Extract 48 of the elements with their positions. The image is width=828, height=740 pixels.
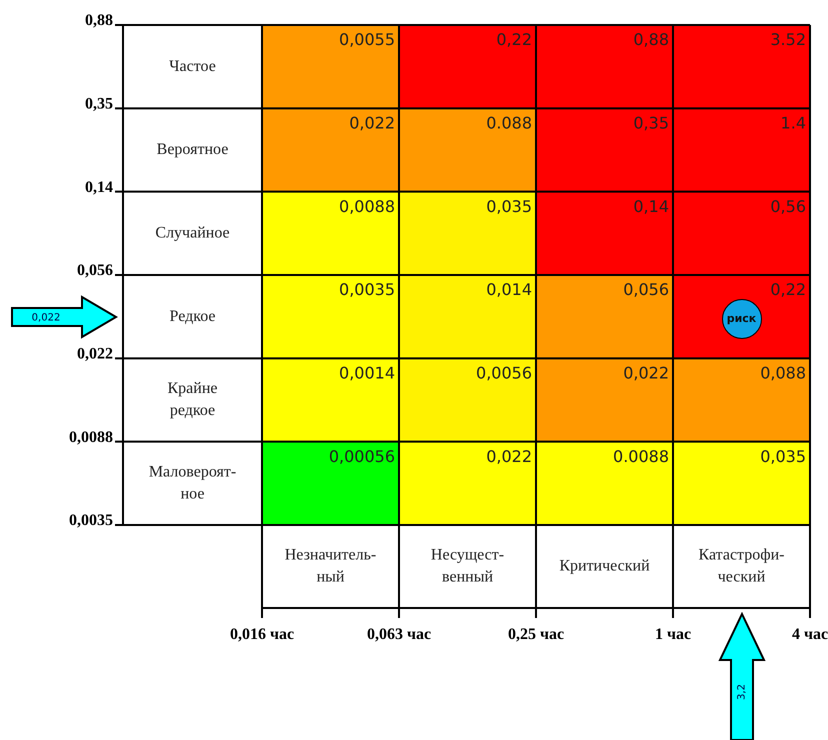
data-label: 0.088 xyxy=(486,113,532,132)
data-label: 0,022 xyxy=(349,113,395,132)
text: 0,35 xyxy=(85,95,113,112)
y-tick-label: Редкое xyxy=(170,308,216,325)
data-label: 0,22 xyxy=(770,280,806,300)
text: 1 час xyxy=(654,626,692,644)
data-label: 0,88 xyxy=(633,30,669,50)
text: 0,022 xyxy=(77,345,113,362)
arrow-icon: 0,022 xyxy=(10,294,120,339)
y-tick-label: Частое xyxy=(169,58,216,75)
data-label: 0,0014 xyxy=(339,363,395,382)
data-label: 0,056 xyxy=(623,280,669,300)
y-tick-label: Крайне редкое xyxy=(168,380,218,420)
data-label: 0,022 xyxy=(623,363,669,382)
data-label: 0,022 xyxy=(486,446,532,466)
data-label: 0,0056 xyxy=(476,363,532,382)
data-label: 0,22 xyxy=(496,30,532,50)
data-label: 0,14 xyxy=(633,196,669,216)
x-tick-label: Незначитель- ный xyxy=(284,546,376,586)
text: 0,14 xyxy=(85,178,113,196)
y-tick-label: Вероятное xyxy=(156,141,228,158)
x-tick-label: Несущест- венный xyxy=(430,546,504,586)
data-label: 1.4 xyxy=(780,113,806,132)
x-tick-label: Катастрофи- ческий xyxy=(698,546,784,586)
x-tick-label: Критический xyxy=(559,558,650,575)
data-label: 0,035 xyxy=(760,446,806,466)
data-label: 0,56 xyxy=(770,196,806,216)
y-tick-label: Маловероят- ное xyxy=(148,464,236,503)
text: 0,016 час xyxy=(230,626,294,644)
y-tick-label: Случайное xyxy=(155,224,230,242)
text: 0,25 час xyxy=(508,626,564,644)
data-label: 0,014 xyxy=(486,280,532,300)
data-label: 0,35 xyxy=(633,113,669,132)
arrow-icon: 3,2 xyxy=(716,612,766,740)
data-label: 0.0088 xyxy=(613,446,669,466)
data-label: 0,0035 xyxy=(339,280,395,300)
text: 0,0035 xyxy=(69,512,113,530)
data-label: 0,0088 xyxy=(339,196,395,216)
data-label: 3.52 xyxy=(770,30,806,50)
text: 4 час xyxy=(792,626,828,644)
text: 0,063 час xyxy=(366,626,432,644)
text: 0,0088 xyxy=(69,428,113,446)
data-label: 0,0055 xyxy=(339,30,395,50)
text: 0,88 xyxy=(85,12,113,30)
data-label: 0,088 xyxy=(760,363,806,382)
data-label: 0,00056 xyxy=(328,446,395,466)
data-label: 0,035 xyxy=(486,196,532,216)
text: 0,056 xyxy=(77,262,113,280)
